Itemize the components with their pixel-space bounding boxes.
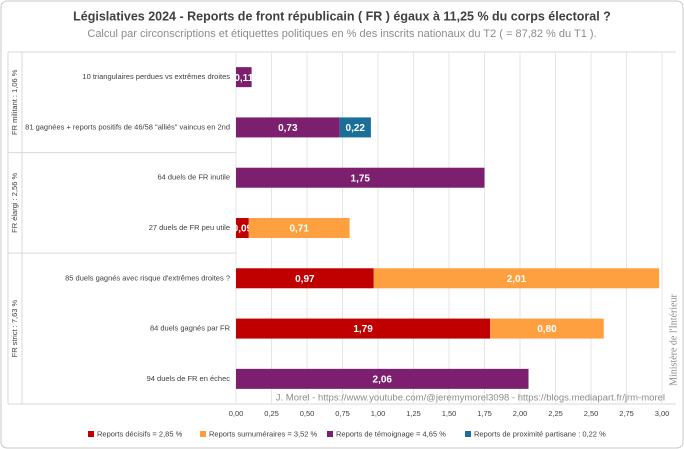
x-tick-label: 1,50 bbox=[442, 409, 457, 418]
bar-segment bbox=[236, 318, 491, 339]
y-tick-label: 81 gagnées + reports positifs de 46/58 "… bbox=[25, 122, 230, 131]
x-tick-label: 2,25 bbox=[548, 409, 563, 418]
y-tick-label: 85 duels gagnés avec risque d'extrêmes d… bbox=[65, 273, 230, 282]
bar-segment bbox=[236, 368, 529, 389]
x-tick-label: 2,75 bbox=[619, 409, 634, 418]
x-tick-label: 0,50 bbox=[300, 409, 315, 418]
bar-segment bbox=[236, 167, 485, 188]
value-label: 0,09 bbox=[233, 224, 253, 235]
y-tick-label: 84 duels gagnés par FR bbox=[150, 324, 231, 333]
watermark: J. Morel - https://www.youtube.com/@jere… bbox=[276, 393, 665, 404]
value-label: 2,01 bbox=[507, 274, 527, 285]
watermark: Ministère de l'Intérieur bbox=[668, 293, 679, 385]
bar-segment bbox=[339, 117, 371, 138]
bar-segment bbox=[236, 218, 249, 238]
legend-label: Reports décisifs = 2,85 % bbox=[97, 429, 183, 438]
y-tick-label: 64 duels de FR inutile bbox=[157, 173, 230, 182]
value-label: 2,06 bbox=[373, 374, 393, 385]
y-tick-label: 94 duels de FR en échec bbox=[147, 374, 231, 383]
legend-swatch bbox=[200, 431, 206, 437]
group-label: FR militant : 1,06 % bbox=[10, 69, 19, 135]
x-tick-label: 1,25 bbox=[406, 409, 421, 418]
legend-swatch bbox=[465, 431, 471, 437]
bar-segment bbox=[248, 218, 350, 238]
bar-segment bbox=[236, 67, 252, 88]
value-label: 1,75 bbox=[351, 173, 371, 184]
bar-segment bbox=[490, 318, 604, 339]
group-label: FR élargi : 2,56 % bbox=[10, 173, 19, 233]
x-tick-label: 0,00 bbox=[229, 409, 244, 418]
x-tick-label: 2,50 bbox=[584, 409, 599, 418]
y-tick-label: 27 duels de FR peu utile bbox=[149, 223, 230, 232]
x-tick-label: 1,00 bbox=[371, 409, 386, 418]
x-tick-label: 0,75 bbox=[335, 409, 350, 418]
value-label: 0,80 bbox=[537, 324, 557, 335]
x-tick-label: 3,00 bbox=[655, 409, 670, 418]
value-label: 1,79 bbox=[353, 324, 373, 335]
bar-segment bbox=[373, 268, 660, 289]
legend-label: Reports surnuméraires = 3,52 % bbox=[209, 429, 318, 438]
legend-label: Reports de proximité partisane : 0,22 % bbox=[474, 429, 606, 438]
value-label: 0,11 bbox=[234, 73, 253, 84]
group-label: FR strict : 7,63 % bbox=[10, 299, 19, 357]
legend-swatch bbox=[327, 431, 333, 437]
legend-label: Reports de témoignage = 4,65 % bbox=[336, 429, 446, 438]
value-label: 0,97 bbox=[295, 274, 315, 285]
value-label: 0,22 bbox=[346, 123, 366, 134]
x-tick-label: 0,25 bbox=[264, 409, 279, 418]
bar-segment bbox=[236, 117, 340, 138]
y-tick-label: 10 triangulaires perdues vs extrêmes dro… bbox=[82, 72, 230, 81]
bar-segment bbox=[236, 268, 374, 289]
chart-title: Législatives 2024 - Reports de front rép… bbox=[73, 9, 611, 23]
value-label: 0,71 bbox=[289, 224, 309, 235]
value-label: 0,73 bbox=[278, 123, 298, 134]
x-tick-label: 2,00 bbox=[513, 409, 528, 418]
chart-subtitle: Calcul par circonscriptions et étiquette… bbox=[87, 28, 596, 40]
x-tick-label: 1,75 bbox=[477, 409, 492, 418]
legend-swatch bbox=[88, 431, 94, 437]
